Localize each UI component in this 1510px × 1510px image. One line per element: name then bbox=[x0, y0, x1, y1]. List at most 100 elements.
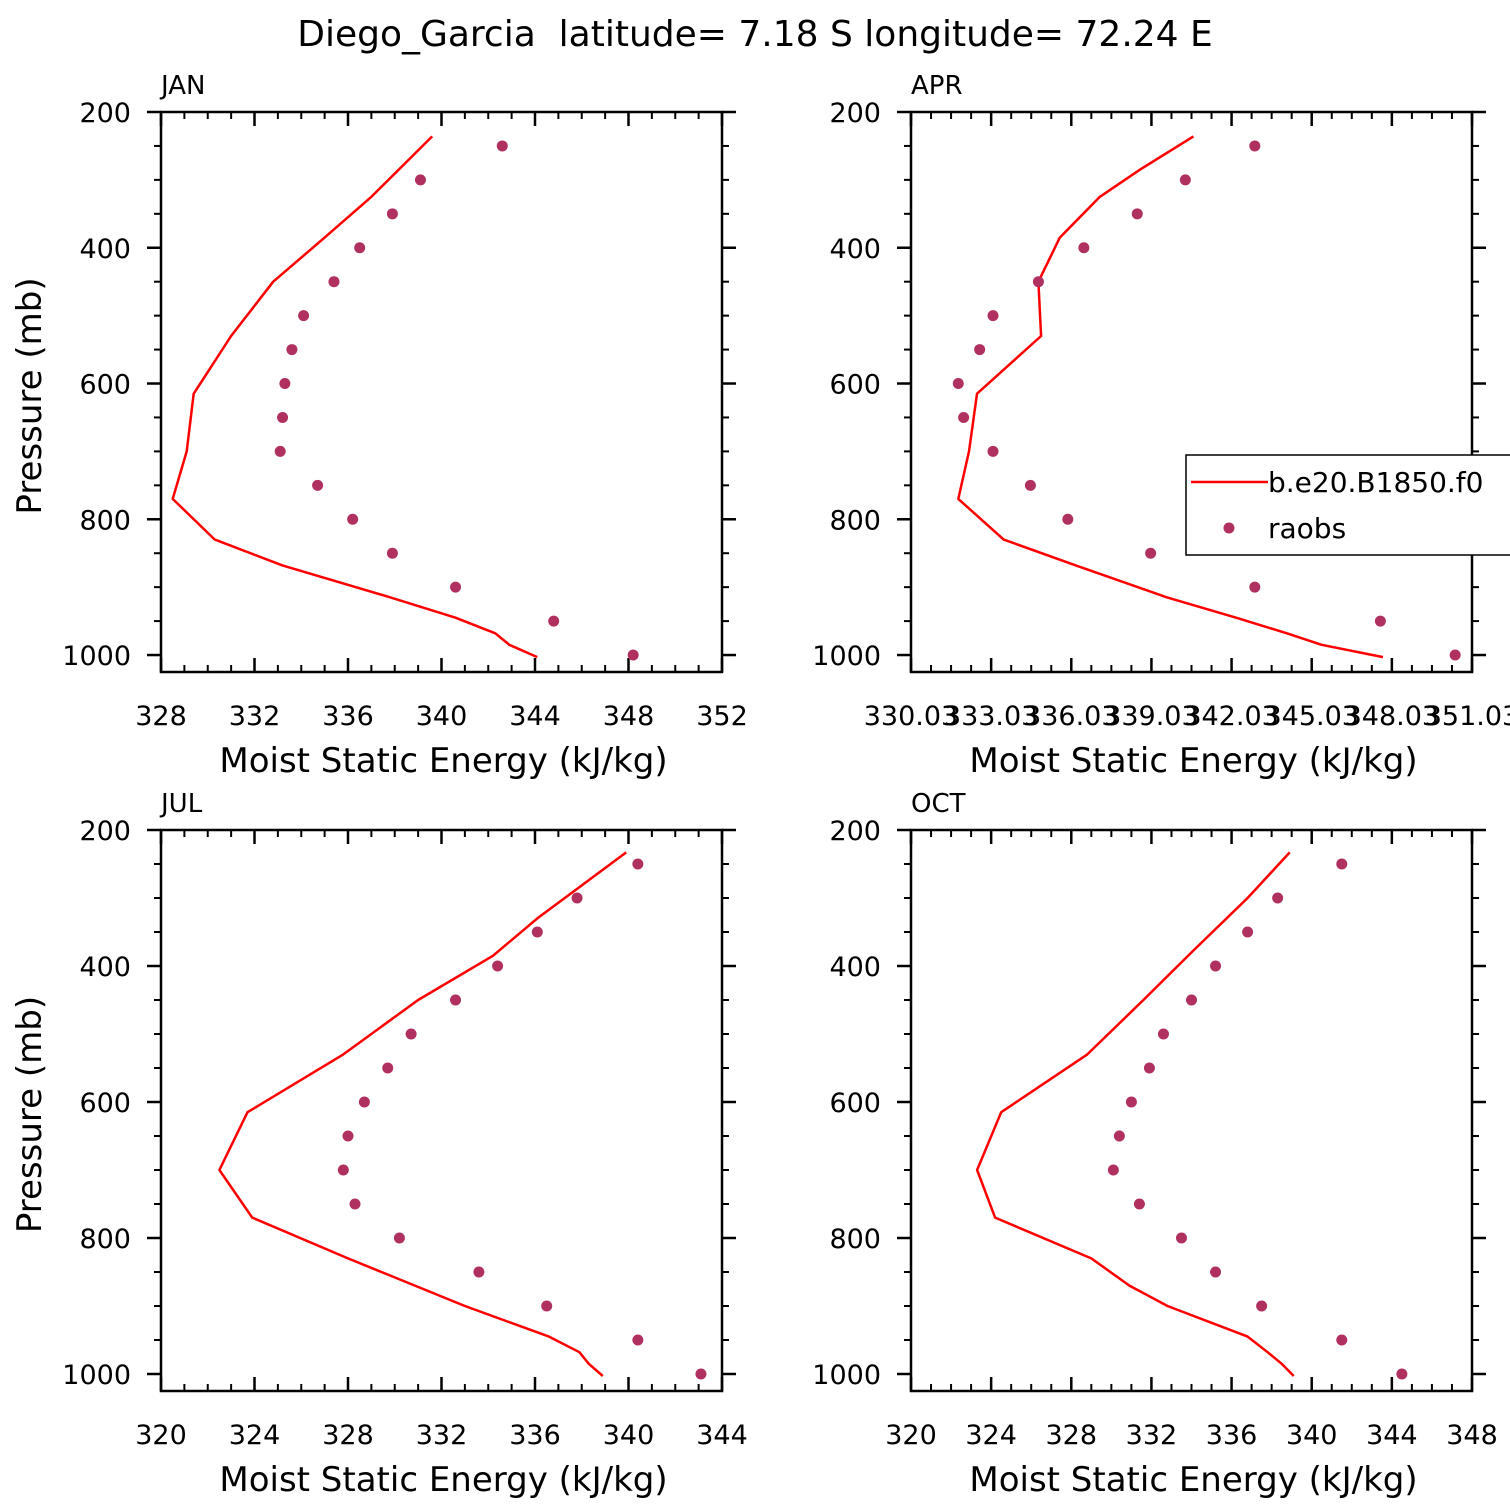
raobs-point bbox=[1374, 615, 1386, 627]
raobs-point bbox=[1449, 649, 1461, 661]
panel-oct: OCT 320 324 328 332 336 340 344 348 200 400 600 800 1… bbox=[812, 789, 1497, 1500]
x-tick-label: 348.03 bbox=[1345, 701, 1439, 732]
legend-obs-label: raobs bbox=[1268, 512, 1346, 545]
y-axis-label: Pressure (mb) bbox=[10, 996, 50, 1233]
model-profile-line bbox=[957, 135, 1384, 659]
raobs-point bbox=[496, 140, 508, 152]
x-axis-label: Moist Static Energy (kJ/kg) bbox=[969, 741, 1417, 781]
x-tick-label: 344 bbox=[696, 1420, 748, 1451]
x-tick-label: 339.03 bbox=[1104, 701, 1198, 732]
y-tick-label: 400 bbox=[829, 952, 881, 983]
raobs-point bbox=[952, 378, 964, 390]
raobs-point bbox=[414, 174, 426, 186]
raobs-point bbox=[1210, 1266, 1222, 1278]
raobs-point bbox=[632, 858, 644, 870]
raobs-point bbox=[279, 378, 291, 390]
panel-label: APR bbox=[911, 71, 963, 101]
raobs-point bbox=[1157, 1028, 1169, 1040]
x-tick-label: 332 bbox=[416, 1420, 468, 1451]
legend-dot-swatch bbox=[1223, 522, 1235, 534]
x-tick-label: 345.03 bbox=[1264, 701, 1358, 732]
y-tick-label: 600 bbox=[829, 370, 881, 401]
raobs-point bbox=[1210, 960, 1222, 972]
x-tick-label: 320 bbox=[885, 1420, 937, 1451]
raobs-point bbox=[286, 344, 298, 356]
x-tick-label: 336 bbox=[322, 701, 374, 732]
raobs-point bbox=[1175, 1232, 1187, 1244]
raobs-point bbox=[531, 926, 543, 938]
x-tick-label: 328 bbox=[1046, 1420, 1098, 1451]
x-tick-label: 351.03 bbox=[1425, 701, 1510, 732]
raobs-point bbox=[1336, 1334, 1348, 1346]
raobs-point bbox=[627, 649, 639, 661]
raobs-point bbox=[1143, 1062, 1155, 1074]
y-axis-label: Pressure (mb) bbox=[10, 277, 50, 514]
raobs-point bbox=[328, 276, 340, 288]
raobs-point bbox=[382, 1062, 394, 1074]
panel-label: OCT bbox=[911, 789, 966, 819]
panel-jan: JAN 328 332 336 340 344 348 352 200 400 600 800 1000… bbox=[10, 71, 748, 781]
x-tick-label: 348 bbox=[1446, 1420, 1498, 1451]
legend: b.e20.B1850.f0 raobs bbox=[1185, 454, 1510, 556]
x-tick-label: 332 bbox=[1126, 1420, 1178, 1451]
y-tick-label: 400 bbox=[79, 234, 131, 265]
x-axis-label: Moist Static Energy (kJ/kg) bbox=[219, 741, 667, 781]
y-tick-label: 400 bbox=[829, 234, 881, 265]
y-tick-label: 1000 bbox=[812, 641, 881, 672]
raobs-point bbox=[1249, 581, 1261, 593]
x-tick-label: 324 bbox=[229, 1420, 281, 1451]
raobs-point bbox=[450, 581, 462, 593]
raobs-point bbox=[393, 1232, 405, 1244]
raobs-point bbox=[349, 1198, 361, 1210]
raobs-point bbox=[1125, 1096, 1137, 1108]
x-tick-label: 340 bbox=[416, 701, 468, 732]
x-tick-label: 330.03 bbox=[864, 701, 958, 732]
x-axis-label: Moist Static Energy (kJ/kg) bbox=[969, 1460, 1417, 1500]
x-tick-label: 348 bbox=[603, 701, 655, 732]
raobs-point bbox=[358, 1096, 370, 1108]
raobs-point bbox=[337, 1164, 349, 1176]
x-tick-label: 340 bbox=[1286, 1420, 1338, 1451]
panels-group: JAN 328 332 336 340 344 348 352 200 400 600 800 1000… bbox=[10, 71, 1510, 1500]
panel-jul: JUL 320 324 328 332 336 340 344 200 400 600 800 1000… bbox=[10, 789, 748, 1500]
legend-box bbox=[1185, 454, 1510, 556]
raobs-point bbox=[541, 1300, 553, 1312]
raobs-point bbox=[1131, 208, 1143, 220]
raobs-point bbox=[277, 411, 289, 423]
panel-apr: APR330.03333.03336.03339.03342.03345.033… bbox=[812, 71, 1510, 781]
y-tick-label: 200 bbox=[829, 98, 881, 129]
raobs-point bbox=[1078, 242, 1090, 254]
x-tick-label: 344 bbox=[1366, 1420, 1418, 1451]
plot-frame bbox=[909, 110, 1474, 674]
x-tick-label: 340 bbox=[603, 1420, 655, 1451]
x-axis-label: Moist Static Energy (kJ/kg) bbox=[219, 1460, 667, 1500]
x-tick-label: 336.03 bbox=[1024, 701, 1118, 732]
x-tick-label: 344 bbox=[509, 701, 561, 732]
x-tick-label: 328 bbox=[322, 1420, 374, 1451]
raobs-point bbox=[450, 994, 462, 1006]
x-tick-label: 336 bbox=[1206, 1420, 1258, 1451]
panel-label: JAN bbox=[159, 71, 205, 101]
raobs-point bbox=[987, 445, 999, 457]
y-tick-label: 200 bbox=[79, 816, 131, 847]
model-profile-line bbox=[218, 851, 627, 1377]
legend-model-label: b.e20.B1850.f0 bbox=[1268, 466, 1483, 499]
raobs-point bbox=[492, 960, 504, 972]
raobs-point bbox=[987, 310, 999, 322]
raobs-point bbox=[1186, 994, 1197, 1006]
raobs-point bbox=[354, 242, 366, 254]
raobs-point bbox=[958, 411, 970, 423]
raobs-point bbox=[312, 479, 324, 491]
raobs-point bbox=[571, 892, 583, 904]
raobs-point bbox=[1249, 140, 1261, 152]
x-tick-label: 342.03 bbox=[1184, 701, 1278, 732]
raobs-point bbox=[298, 310, 310, 322]
raobs-point bbox=[632, 1334, 644, 1346]
raobs-point bbox=[548, 615, 560, 627]
plot-frame bbox=[159, 110, 724, 674]
x-tick-label: 320 bbox=[135, 1420, 187, 1451]
raobs-point bbox=[1145, 547, 1157, 559]
raobs-point bbox=[386, 547, 398, 559]
raobs-point bbox=[1256, 1300, 1268, 1312]
